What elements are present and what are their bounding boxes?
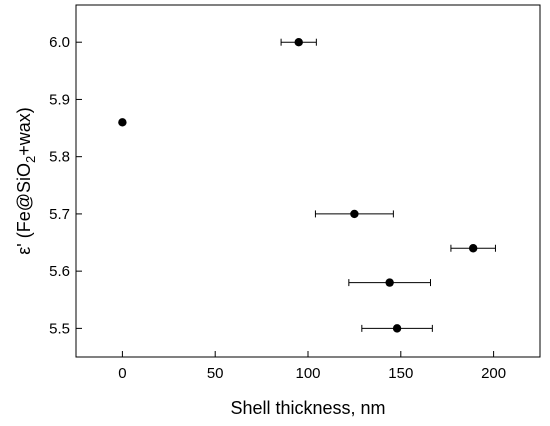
data-point — [350, 209, 359, 219]
y-axis-label-prefix: ε' (Fe@SiO — [14, 163, 34, 255]
y-tick-label: 5.6 — [49, 263, 70, 280]
x-tick-label: 200 — [481, 365, 506, 382]
y-axis-label-subscript: 2 — [23, 156, 38, 163]
x-axis-ticks: 0 50 100 150 200 — [118, 351, 506, 382]
y-tick-label: 6.0 — [49, 34, 70, 51]
data-point — [294, 38, 303, 47]
y-tick-label: 5.8 — [49, 149, 70, 166]
x-tick-label: 100 — [295, 365, 320, 382]
data-points — [118, 38, 496, 333]
y-axis-ticks: 5.5 5.6 5.7 5.8 5.9 6.0 — [49, 34, 82, 337]
x-tick-label: 50 — [207, 365, 224, 382]
x-tick-label: 0 — [118, 365, 126, 382]
y-axis-label-suffix: +wax) — [14, 107, 34, 156]
data-point — [118, 118, 127, 127]
x-axis-label: Shell thickness, nm — [230, 398, 385, 418]
data-point — [392, 324, 402, 333]
plot-frame — [75, 4, 541, 358]
y-tick-label: 5.7 — [49, 206, 70, 223]
y-tick-label: 5.9 — [49, 91, 70, 108]
data-point — [385, 278, 394, 287]
x-tick-label: 150 — [388, 365, 413, 382]
y-axis-label: ε' (Fe@SiO2+wax) — [14, 107, 38, 255]
y-tick-label: 5.5 — [49, 320, 70, 337]
data-point — [468, 244, 478, 253]
